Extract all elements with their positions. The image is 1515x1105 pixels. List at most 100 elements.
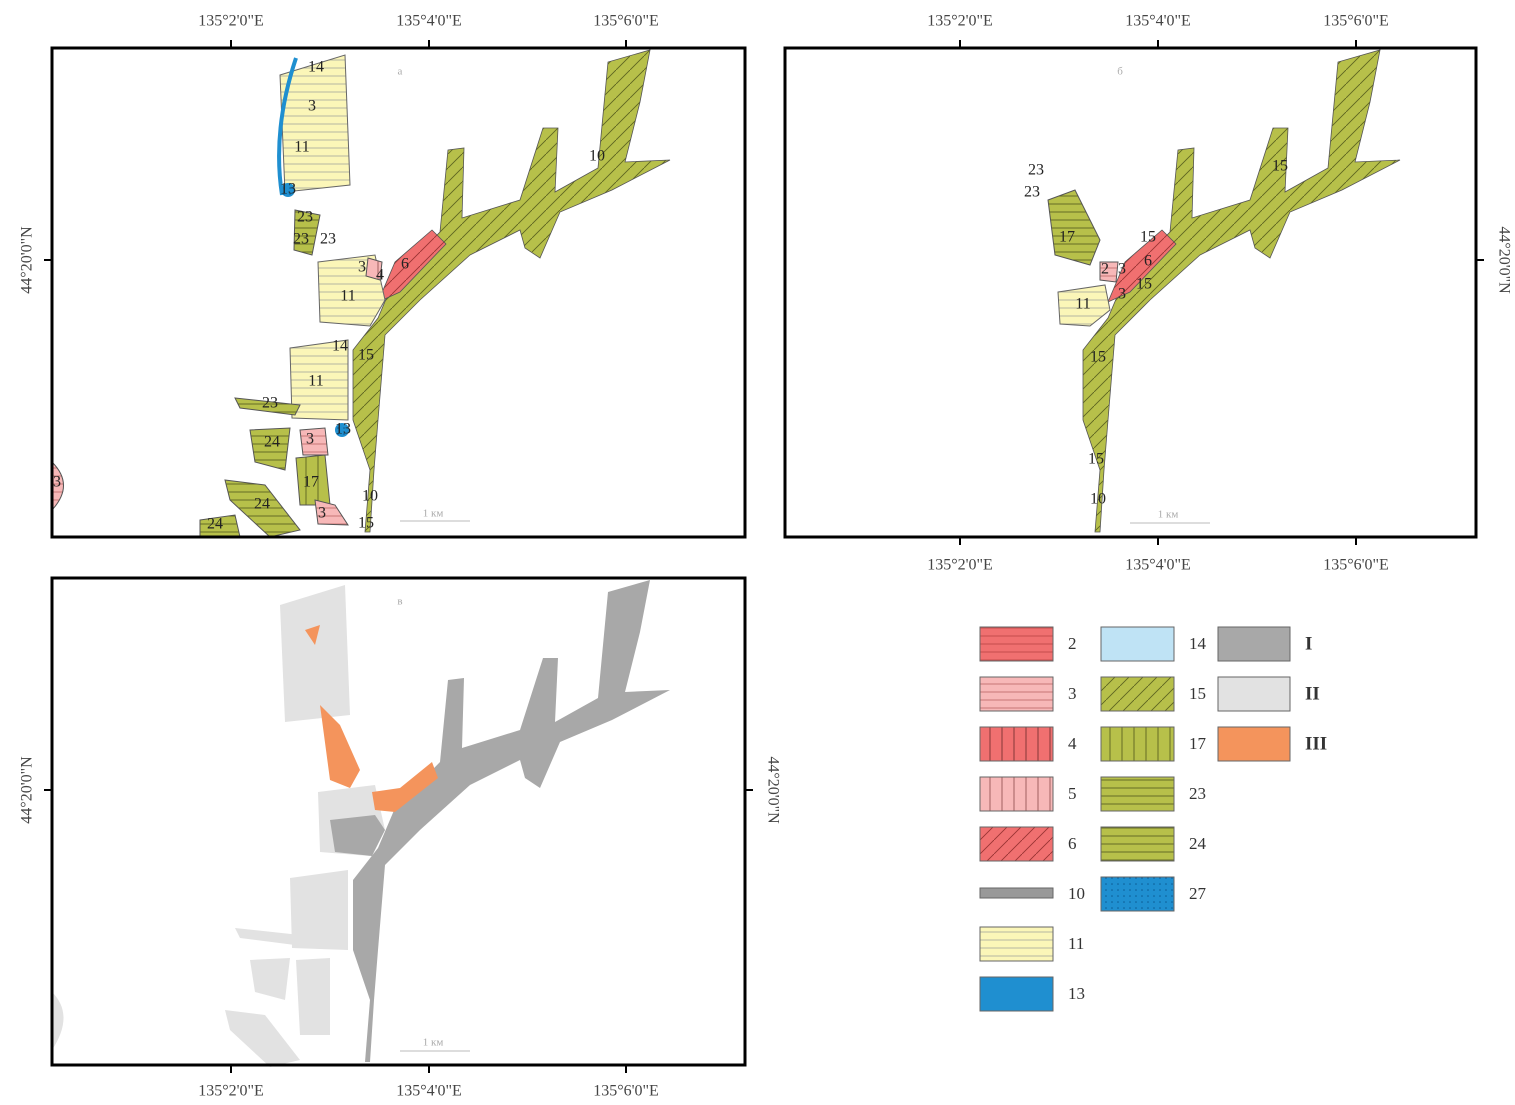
- lon-label: 135°6'0"E: [1323, 13, 1389, 30]
- legend-label: 15: [1189, 684, 1206, 703]
- legend-swatch: [980, 727, 1053, 761]
- legend-swatch: [980, 627, 1053, 661]
- legend-label: 17: [1189, 734, 1207, 753]
- legend-swatch: [980, 777, 1053, 811]
- map-label: 15: [1140, 229, 1156, 246]
- legend-swatch: [980, 677, 1053, 711]
- legend-label: 11: [1068, 934, 1084, 953]
- legend-label: III: [1305, 733, 1327, 754]
- legend-swatch: [1101, 677, 1174, 711]
- ticks-bottom: 135°2'0"E 135°4'0"E 135°6'0"E: [198, 1065, 659, 1100]
- map-label: 11: [294, 139, 309, 156]
- lon-label: 135°2'0"E: [927, 13, 993, 30]
- legend-label: 13: [1068, 984, 1085, 1003]
- map-label: 23: [297, 209, 313, 226]
- legend: 23456101113141517232427IIIIII: [980, 627, 1327, 1011]
- lon-label: 135°2'0"E: [927, 557, 993, 574]
- legend-label: 24: [1189, 834, 1207, 853]
- scale-text: 1 км: [1158, 509, 1179, 521]
- map-label: 3: [306, 431, 314, 448]
- lon-label: 135°6'0"E: [1323, 557, 1389, 574]
- ticks-bottom: 135°2'0"E 135°4'0"E 135°6'0"E: [927, 537, 1389, 574]
- map-label: 24: [254, 496, 270, 513]
- map-label: 6: [1144, 253, 1152, 270]
- panel-a: 1 км а 143111323232334611141511232431331…: [19, 13, 745, 537]
- legend-label: 2: [1068, 634, 1077, 653]
- legend-label: 14: [1189, 634, 1207, 653]
- map-label: 23: [320, 231, 336, 248]
- legend-label: 3: [1068, 684, 1077, 703]
- map-label: 3: [308, 98, 316, 115]
- lat-label: 44°20'0"N: [1495, 226, 1512, 294]
- zone-ii: [290, 870, 348, 950]
- legend-label: II: [1305, 683, 1320, 704]
- map-label: 15: [358, 515, 374, 532]
- map-label: 13: [280, 181, 296, 198]
- unit-3: [300, 428, 328, 455]
- legend-label: 6: [1068, 834, 1077, 853]
- lon-label: 135°4'0"E: [396, 13, 462, 30]
- map-label: 13: [335, 421, 351, 438]
- lon-label: 135°6'0"E: [593, 13, 659, 30]
- legend-swatch: [1101, 627, 1174, 661]
- map-label: 11: [308, 373, 323, 390]
- figure: 1 км а 143111323232334611141511232431331…: [0, 0, 1515, 1105]
- zone-ii: [280, 585, 350, 722]
- map-label: 3: [358, 259, 366, 276]
- map-label: 6: [401, 256, 409, 273]
- map-label: 14: [308, 59, 324, 76]
- map-label: 3: [1118, 286, 1126, 303]
- panel-letter: в: [397, 596, 402, 608]
- legend-swatch: [980, 888, 1053, 898]
- legend-swatch: [1218, 677, 1290, 711]
- map-label: 17: [303, 474, 319, 491]
- map-label: 10: [589, 148, 605, 165]
- lat-label: 44°20'0"N: [764, 756, 781, 824]
- legend-swatch: [1218, 727, 1290, 761]
- legend-label: 4: [1068, 734, 1077, 753]
- map-label: 3: [53, 474, 61, 491]
- map-label: 24: [207, 516, 223, 533]
- legend-swatch: [1101, 727, 1174, 761]
- map-label: 2: [1101, 261, 1109, 278]
- legend-swatch: [1101, 777, 1174, 811]
- map-label: 11: [1075, 296, 1090, 313]
- legend-swatch: [980, 827, 1053, 861]
- panel-letter: б: [1117, 66, 1123, 78]
- map-label: 14: [332, 338, 348, 355]
- ticks-top: 135°2'0"E 135°4'0"E 135°6'0"E: [927, 13, 1389, 48]
- map-label: 15: [1090, 349, 1106, 366]
- lat-label: 44°20'0"N: [19, 226, 36, 294]
- lon-label: 135°4'0"E: [1125, 13, 1191, 30]
- legend-label: 5: [1068, 784, 1077, 803]
- legend-swatch: [1101, 827, 1174, 861]
- legend-label: 27: [1189, 884, 1207, 903]
- lat-label: 44°20'0"N: [19, 756, 36, 824]
- legend-label: I: [1305, 633, 1312, 654]
- map-label: 23: [1028, 162, 1044, 179]
- legend-label: 23: [1189, 784, 1206, 803]
- map-label: 23: [262, 395, 278, 412]
- lon-label: 135°2'0"E: [198, 13, 264, 30]
- lon-label: 135°4'0"E: [396, 1083, 462, 1100]
- panel-letter: а: [398, 66, 403, 78]
- lon-label: 135°6'0"E: [593, 1083, 659, 1100]
- legend-label: 10: [1068, 884, 1085, 903]
- ticks-top: 135°2'0"E 135°4'0"E 135°6'0"E: [198, 13, 659, 48]
- map-label: 24: [264, 434, 280, 451]
- lon-label: 135°4'0"E: [1125, 557, 1191, 574]
- map-label: 23: [293, 231, 309, 248]
- map-label: 17: [1059, 229, 1075, 246]
- scale-text: 1 км: [423, 508, 444, 520]
- map-label: 10: [362, 488, 378, 505]
- legend-swatch: [1101, 877, 1174, 911]
- map-label: 3: [1118, 261, 1126, 278]
- map-label: 23: [1024, 184, 1040, 201]
- legend-swatch: [980, 977, 1053, 1011]
- map-label: 15: [1088, 451, 1104, 468]
- legend-swatch: [980, 927, 1053, 961]
- lon-label: 135°2'0"E: [198, 1083, 264, 1100]
- map-label: 3: [318, 505, 326, 522]
